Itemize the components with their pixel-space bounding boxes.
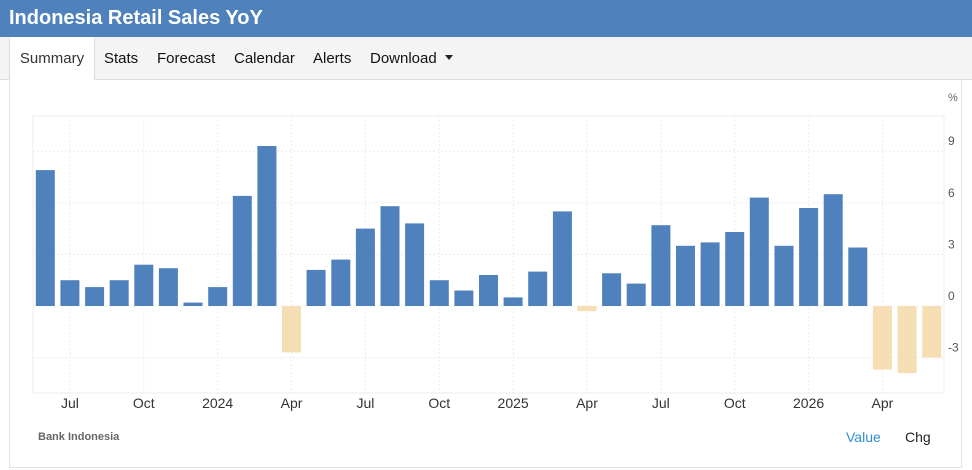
bar bbox=[208, 287, 228, 306]
tab-stats[interactable]: Stats bbox=[104, 37, 138, 80]
chevron-down-icon bbox=[444, 55, 453, 61]
bar bbox=[528, 271, 548, 306]
bar bbox=[257, 146, 277, 306]
bar bbox=[232, 195, 252, 306]
bar bbox=[799, 208, 819, 306]
tab-bar: Summary Stats Forecast Calendar Alerts D… bbox=[0, 37, 972, 80]
bar bbox=[355, 228, 375, 306]
bar bbox=[479, 275, 498, 306]
y-tick-label: 3 bbox=[948, 237, 955, 251]
bar bbox=[922, 306, 942, 358]
bar bbox=[602, 273, 622, 306]
tab-stats-label: Stats bbox=[104, 50, 139, 67]
bar bbox=[577, 306, 597, 312]
tab-download[interactable]: Download bbox=[370, 37, 453, 80]
bar bbox=[774, 245, 794, 306]
bar bbox=[380, 206, 400, 306]
bar bbox=[183, 302, 203, 306]
bar bbox=[552, 211, 572, 306]
bar bbox=[503, 297, 523, 306]
tab-calendar-label: Calendar bbox=[234, 50, 295, 67]
bar bbox=[848, 247, 868, 306]
x-tick-label: Oct bbox=[133, 395, 155, 411]
y-tick-label: 6 bbox=[948, 186, 955, 200]
x-tick-label: Oct bbox=[428, 395, 450, 411]
tab-summary-label: Summary bbox=[19, 50, 85, 67]
y-tick-label: 9 bbox=[948, 134, 955, 148]
x-tick-label: Jul bbox=[61, 395, 79, 411]
x-tick-label: 2024 bbox=[202, 395, 233, 411]
tab-calendar[interactable]: Calendar bbox=[234, 37, 295, 80]
x-tick-label: Jul bbox=[356, 395, 374, 411]
x-tick-label: 2025 bbox=[498, 395, 529, 411]
chart-panel bbox=[9, 80, 962, 468]
bar bbox=[158, 268, 178, 306]
y-unit-label: % bbox=[948, 92, 958, 104]
bar bbox=[429, 280, 449, 306]
bar bbox=[872, 306, 892, 370]
tab-download-label: Download bbox=[370, 50, 437, 67]
chg-toggle[interactable]: Chg bbox=[905, 429, 931, 445]
bar bbox=[60, 280, 80, 306]
bar bbox=[626, 283, 646, 306]
tab-alerts[interactable]: Alerts bbox=[313, 37, 351, 80]
value-toggle[interactable]: Value bbox=[846, 429, 881, 445]
tab-forecast[interactable]: Forecast bbox=[157, 37, 215, 80]
bar bbox=[454, 290, 474, 306]
tab-summary[interactable]: Summary bbox=[9, 37, 95, 80]
bar bbox=[749, 197, 769, 306]
y-tick-label: -3 bbox=[948, 341, 959, 355]
x-tick-label: Jul bbox=[652, 395, 670, 411]
x-tick-label: Apr bbox=[872, 395, 894, 411]
bar bbox=[109, 280, 129, 306]
page-title: Indonesia Retail Sales YoY bbox=[0, 0, 972, 37]
bar bbox=[676, 245, 695, 306]
bar bbox=[282, 306, 301, 353]
bar bbox=[725, 232, 745, 306]
bar bbox=[405, 223, 425, 306]
tab-alerts-label: Alerts bbox=[313, 50, 352, 67]
bar bbox=[331, 259, 351, 306]
bar bbox=[651, 225, 671, 306]
bar bbox=[897, 306, 917, 374]
bar bbox=[700, 242, 720, 306]
source-label: Bank Indonesia bbox=[38, 431, 120, 443]
x-tick-label: 2026 bbox=[793, 395, 824, 411]
x-tick-label: Apr bbox=[281, 395, 303, 411]
y-tick-label: 0 bbox=[948, 289, 955, 303]
bar bbox=[35, 170, 55, 306]
x-tick-label: Apr bbox=[576, 395, 598, 411]
bar bbox=[306, 269, 326, 306]
tab-forecast-label: Forecast bbox=[157, 50, 216, 67]
bar bbox=[823, 194, 843, 306]
bar bbox=[134, 264, 154, 306]
bar bbox=[85, 287, 105, 306]
x-tick-label: Oct bbox=[724, 395, 746, 411]
